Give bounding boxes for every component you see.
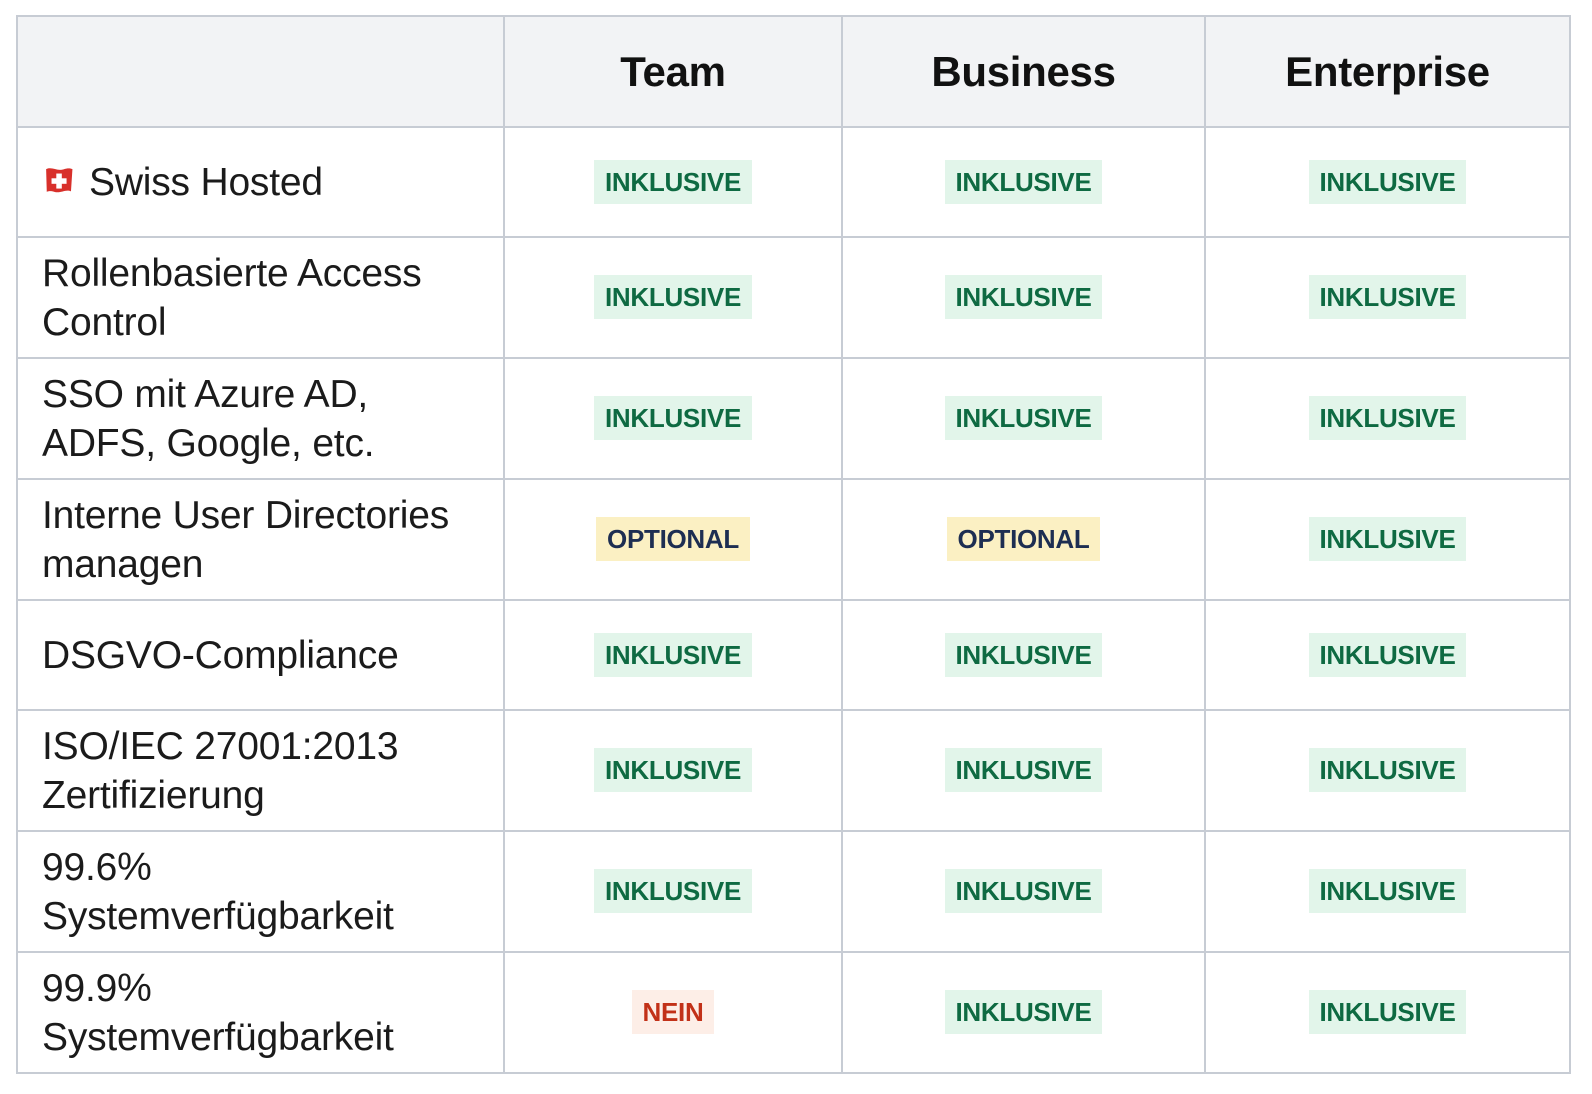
plan-value-cell: INKLUSIVE bbox=[503, 356, 843, 480]
plan-value-cell: INKLUSIVE bbox=[1204, 126, 1571, 238]
status-badge-inklusive: INKLUSIVE bbox=[1308, 160, 1467, 204]
plan-value-cell: OPTIONAL bbox=[841, 477, 1206, 601]
table-row: Interne User Directories managen OPTIONAL… bbox=[16, 477, 1571, 601]
plan-value-cell: NEIN bbox=[503, 950, 843, 1074]
plan-value-cell: INKLUSIVE bbox=[503, 708, 843, 832]
table-row: DSGVO-Compliance INKLUSIVE INKLUSIVE INKLUS… bbox=[16, 598, 1571, 711]
column-header-empty bbox=[16, 15, 505, 128]
status-badge-inklusive: INKLUSIVE bbox=[1308, 869, 1467, 914]
status-badge-inklusive: INKLUSIVE bbox=[594, 632, 752, 677]
feature-label: ISO/IEC 27001:2013 Zertifizierung bbox=[42, 724, 399, 818]
feature-label: 99.9% Systemverfügbarkeit bbox=[42, 966, 394, 1060]
table-row: Swiss Hosted INKLUSIVE INKLUSIVE INKLUSIVE bbox=[16, 126, 1571, 238]
status-badge-inklusive: INKLUSIVE bbox=[944, 632, 1103, 677]
status-badge-inklusive: INKLUSIVE bbox=[594, 160, 752, 204]
plan-value-cell: INKLUSIVE bbox=[503, 236, 843, 359]
plan-comparison-table: Team Business Enterprise Swiss Hosted INK… bbox=[16, 15, 1571, 1074]
plan-value-cell: INKLUSIVE bbox=[841, 829, 1206, 953]
status-badge-nein: NEIN bbox=[631, 990, 715, 1035]
feature-label: Rollenbasierte Access Control bbox=[42, 251, 422, 345]
plan-value-cell: INKLUSIVE bbox=[841, 126, 1206, 238]
feature-cell: 99.6% Systemverfügbarkeit bbox=[16, 829, 505, 953]
plan-value-cell: INKLUSIVE bbox=[1204, 356, 1571, 480]
status-badge-inklusive: INKLUSIVE bbox=[594, 396, 752, 441]
plan-value-cell: INKLUSIVE bbox=[841, 708, 1206, 832]
feature-cell: 99.9% Systemverfügbarkeit bbox=[16, 950, 505, 1074]
plan-value-cell: INKLUSIVE bbox=[503, 598, 843, 711]
status-badge-inklusive: INKLUSIVE bbox=[1308, 748, 1467, 793]
status-badge-inklusive: INKLUSIVE bbox=[1308, 517, 1467, 562]
feature-label: SSO mit Azure AD, ADFS, Google, etc. bbox=[42, 372, 375, 466]
status-badge-inklusive: INKLUSIVE bbox=[944, 990, 1103, 1035]
plan-value-cell: INKLUSIVE bbox=[1204, 598, 1571, 711]
column-header-enterprise: Enterprise bbox=[1204, 15, 1571, 128]
feature-label: DSGVO-Compliance bbox=[42, 634, 399, 678]
column-header-business: Business bbox=[841, 15, 1206, 128]
table-body: Swiss Hosted INKLUSIVE INKLUSIVE INKLUSIVE R… bbox=[16, 126, 1571, 1074]
plan-value-cell: INKLUSIVE bbox=[503, 829, 843, 953]
status-badge-inklusive: INKLUSIVE bbox=[944, 748, 1103, 793]
column-header-team: Team bbox=[503, 15, 843, 128]
status-badge-inklusive: INKLUSIVE bbox=[944, 396, 1103, 441]
plan-value-cell: INKLUSIVE bbox=[1204, 829, 1571, 953]
status-badge-inklusive: INKLUSIVE bbox=[1308, 990, 1467, 1035]
feature-cell: Interne User Directories managen bbox=[16, 477, 505, 601]
table-row: ISO/IEC 27001:2013 Zertifizierung INKLUSI… bbox=[16, 708, 1571, 832]
status-badge-optional: OPTIONAL bbox=[596, 517, 750, 562]
table-row: 99.6% Systemverfügbarkeit INKLUSIVE INKLUS… bbox=[16, 829, 1571, 953]
plan-value-cell: OPTIONAL bbox=[503, 477, 843, 601]
status-badge-inklusive: INKLUSIVE bbox=[944, 160, 1103, 204]
status-badge-inklusive: INKLUSIVE bbox=[1308, 396, 1467, 441]
plan-value-cell: INKLUSIVE bbox=[841, 236, 1206, 359]
status-badge-inklusive: INKLUSIVE bbox=[944, 275, 1103, 320]
table-row: SSO mit Azure AD, ADFS, Google, etc. INKL… bbox=[16, 356, 1571, 480]
plan-value-cell: INKLUSIVE bbox=[841, 598, 1206, 711]
plan-value-cell: INKLUSIVE bbox=[1204, 708, 1571, 832]
feature-cell: SSO mit Azure AD, ADFS, Google, etc. bbox=[16, 356, 505, 480]
feature-cell: Rollenbasierte Access Control bbox=[16, 236, 505, 359]
plan-value-cell: INKLUSIVE bbox=[841, 356, 1206, 480]
plan-value-cell: INKLUSIVE bbox=[503, 126, 843, 238]
feature-label: Swiss Hosted bbox=[89, 161, 323, 205]
feature-label: 99.6% Systemverfügbarkeit bbox=[42, 845, 394, 939]
feature-cell: ISO/IEC 27001:2013 Zertifizierung bbox=[16, 708, 505, 832]
status-badge-optional: OPTIONAL bbox=[946, 517, 1101, 562]
feature-cell: DSGVO-Compliance bbox=[16, 598, 505, 711]
feature-cell: Swiss Hosted bbox=[16, 126, 505, 238]
table-row: Rollenbasierte Access Control INKLUSIVE IN… bbox=[16, 236, 1571, 359]
swiss-flag-icon bbox=[46, 168, 73, 193]
status-badge-inklusive: INKLUSIVE bbox=[594, 869, 752, 914]
plan-value-cell: INKLUSIVE bbox=[1204, 236, 1571, 359]
status-badge-inklusive: INKLUSIVE bbox=[1308, 632, 1467, 677]
plan-value-cell: INKLUSIVE bbox=[841, 950, 1206, 1074]
table-row: 99.9% Systemverfügbarkeit NEIN INKLUSIVE IN… bbox=[16, 950, 1571, 1074]
plan-value-cell: INKLUSIVE bbox=[1204, 950, 1571, 1074]
status-badge-inklusive: INKLUSIVE bbox=[594, 748, 752, 793]
header-row: Team Business Enterprise bbox=[16, 15, 1571, 128]
status-badge-inklusive: INKLUSIVE bbox=[594, 275, 752, 320]
status-badge-inklusive: INKLUSIVE bbox=[944, 869, 1103, 914]
plan-value-cell: INKLUSIVE bbox=[1204, 477, 1571, 601]
status-badge-inklusive: INKLUSIVE bbox=[1308, 275, 1467, 320]
feature-label: Interne User Directories managen bbox=[42, 493, 450, 587]
